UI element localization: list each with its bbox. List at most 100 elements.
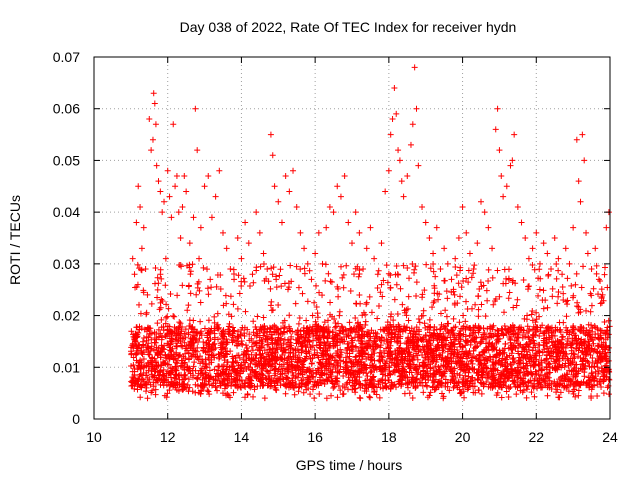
data-point (303, 325, 310, 332)
data-point (238, 368, 245, 375)
data-point (564, 275, 571, 282)
data-point (432, 363, 439, 370)
data-point (337, 346, 344, 353)
data-point (191, 347, 198, 354)
data-point (154, 274, 161, 281)
data-point (295, 284, 302, 291)
data-point (161, 377, 168, 384)
data-point (352, 314, 359, 321)
data-point (152, 121, 159, 128)
data-point (242, 219, 249, 226)
data-point (531, 377, 538, 384)
data-point (347, 329, 354, 336)
data-point (485, 224, 492, 231)
data-point (277, 371, 284, 378)
data-point (304, 260, 311, 267)
data-point (205, 388, 212, 395)
data-point (478, 198, 484, 205)
data-point (505, 325, 512, 332)
data-point (284, 367, 291, 374)
data-point (555, 394, 562, 401)
data-point (326, 328, 333, 335)
data-point (531, 383, 538, 390)
data-point (577, 198, 584, 205)
data-point (474, 376, 481, 383)
data-point (562, 245, 569, 252)
data-point (452, 255, 459, 262)
data-point (575, 387, 582, 394)
data-point (173, 331, 180, 338)
data-point (578, 336, 585, 343)
data-point (181, 339, 188, 346)
data-point (370, 339, 377, 346)
data-point (260, 250, 267, 257)
data-point (412, 263, 419, 270)
data-point (572, 393, 579, 400)
data-point (525, 286, 532, 293)
data-point (605, 331, 612, 338)
y-tick-labels: 0 0.01 0.02 0.03 0.04 0.05 0.06 0.07 (53, 49, 80, 427)
data-point (155, 178, 162, 185)
data-point (302, 334, 309, 341)
data-point (581, 339, 588, 346)
data-point (513, 391, 520, 398)
data-point (352, 356, 359, 363)
data-point (383, 384, 390, 391)
data-point (159, 372, 166, 379)
data-point (363, 299, 370, 306)
data-point (429, 371, 436, 378)
data-point (385, 167, 392, 174)
data-point (265, 382, 272, 389)
data-point (141, 363, 148, 370)
data-point (335, 293, 342, 300)
data-point (334, 358, 341, 365)
data-point (361, 388, 368, 395)
data-point (406, 275, 413, 282)
data-point (374, 330, 381, 337)
data-point (588, 302, 595, 309)
data-point (590, 382, 597, 389)
data-point (436, 326, 443, 333)
data-point (132, 380, 139, 387)
data-point (456, 340, 463, 347)
data-point (441, 245, 448, 252)
data-point (460, 344, 467, 351)
data-point (548, 266, 555, 273)
data-point (552, 365, 559, 372)
data-point (194, 376, 201, 383)
data-point (220, 302, 227, 309)
data-point (592, 368, 599, 375)
data-point (568, 368, 575, 375)
data-point (531, 393, 538, 400)
data-point (158, 316, 165, 323)
data-point (349, 377, 356, 384)
data-point (307, 378, 314, 385)
data-point (194, 382, 201, 389)
data-point (390, 323, 397, 330)
grid-lines (94, 57, 610, 419)
data-point (248, 377, 255, 384)
data-point (161, 392, 168, 399)
data-point (462, 333, 469, 340)
data-point (500, 331, 507, 338)
data-point (319, 326, 326, 333)
data-point (368, 309, 375, 316)
data-point (233, 369, 240, 376)
data-point (325, 329, 332, 336)
data-point (468, 337, 475, 344)
data-point (575, 353, 582, 360)
data-point (339, 391, 346, 398)
data-point (399, 301, 406, 308)
data-point (358, 356, 365, 363)
data-point (138, 361, 145, 368)
data-point (457, 336, 464, 343)
data-point (247, 360, 254, 367)
data-point (357, 395, 364, 402)
data-point (430, 379, 437, 386)
data-point (218, 372, 225, 379)
data-point (541, 378, 548, 385)
data-point (183, 188, 190, 195)
data-point (529, 333, 536, 340)
data-point (254, 383, 261, 390)
data-point (171, 379, 178, 386)
